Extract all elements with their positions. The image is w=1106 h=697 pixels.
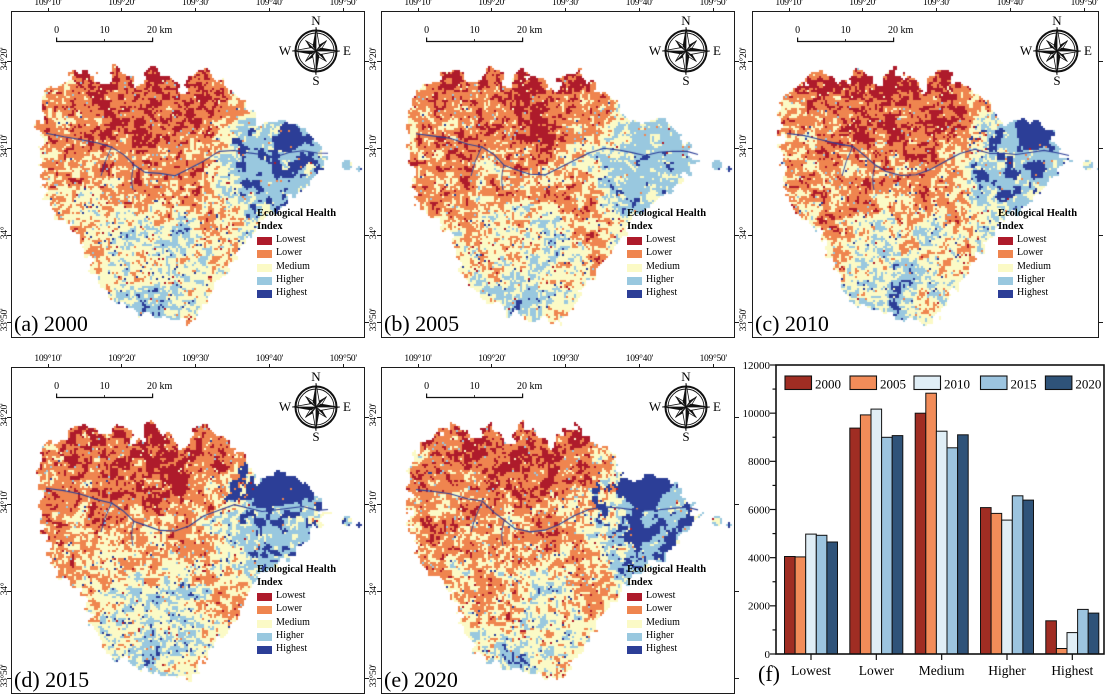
- svg-text:0: 0: [424, 25, 429, 36]
- svg-text:0: 0: [424, 381, 429, 392]
- svg-text:2000: 2000: [815, 377, 841, 392]
- svg-text:4000: 4000: [748, 552, 771, 564]
- svg-text:Medium: Medium: [919, 663, 965, 678]
- svg-text:10: 10: [841, 25, 851, 36]
- svg-text:6000: 6000: [748, 504, 771, 516]
- svg-text:2020: 2020: [1075, 377, 1101, 392]
- svg-text:0: 0: [765, 649, 771, 661]
- svg-text:(f): (f): [758, 661, 780, 686]
- svg-text:10000: 10000: [743, 408, 771, 420]
- svg-text:10: 10: [100, 381, 110, 392]
- svg-text:Highest: Highest: [1051, 663, 1093, 678]
- svg-text:0: 0: [54, 381, 59, 392]
- svg-text:0: 0: [795, 25, 800, 36]
- svg-text:Lower: Lower: [859, 663, 895, 678]
- svg-text:10: 10: [470, 381, 480, 392]
- svg-text:0: 0: [54, 25, 59, 36]
- svg-text:12000: 12000: [743, 360, 771, 372]
- svg-text:10: 10: [100, 25, 110, 36]
- svg-text:2015: 2015: [1011, 377, 1037, 392]
- svg-text:2005: 2005: [880, 377, 906, 392]
- svg-text:20 km: 20 km: [147, 25, 173, 36]
- svg-text:20 km: 20 km: [147, 381, 173, 392]
- svg-text:Higher: Higher: [988, 663, 1026, 678]
- svg-text:2010: 2010: [944, 377, 970, 392]
- svg-text:8000: 8000: [748, 456, 771, 468]
- svg-text:Lowest: Lowest: [791, 663, 831, 678]
- svg-text:20 km: 20 km: [888, 25, 914, 36]
- svg-text:2000: 2000: [748, 601, 771, 613]
- svg-text:20 km: 20 km: [517, 25, 543, 36]
- svg-text:10: 10: [470, 25, 480, 36]
- svg-text:20 km: 20 km: [517, 381, 543, 392]
